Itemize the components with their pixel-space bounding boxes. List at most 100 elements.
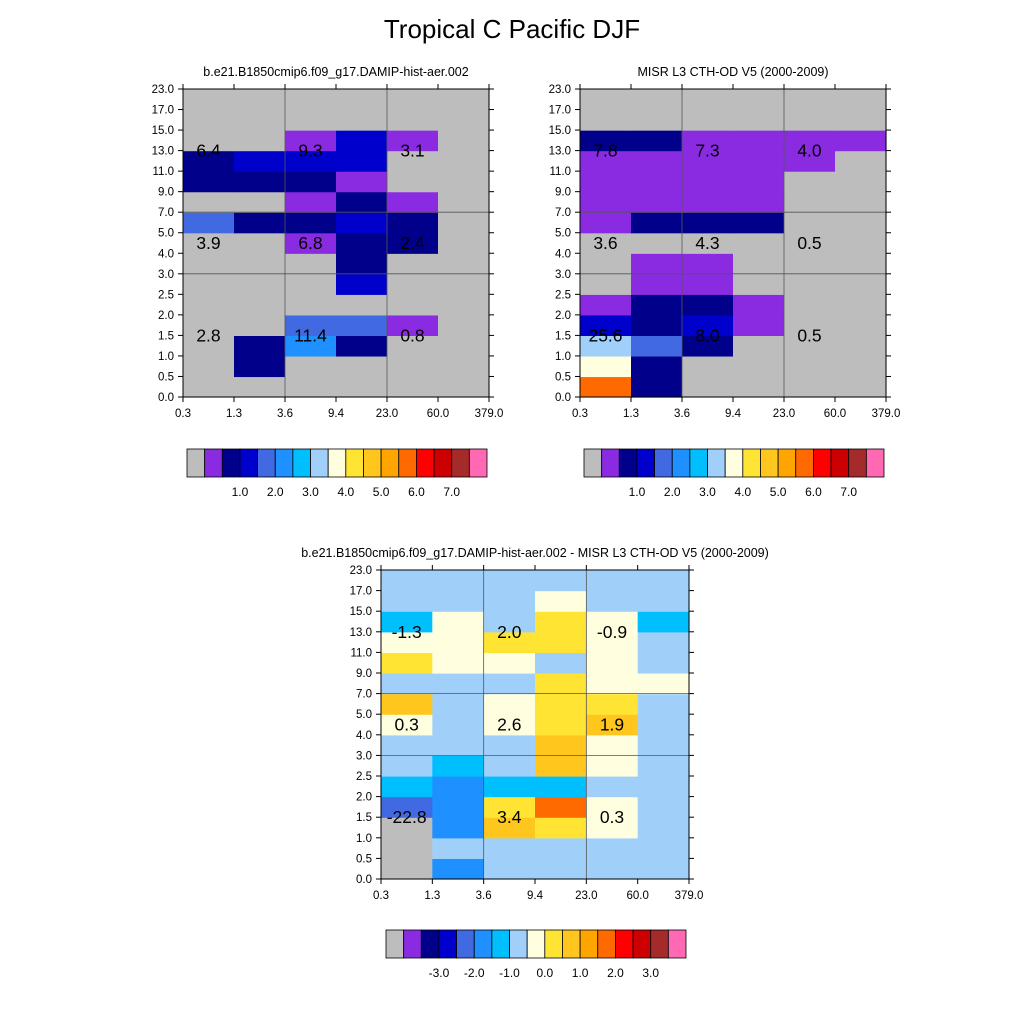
heatmap-cell: [183, 130, 235, 152]
y-tick-label: 9.0: [356, 668, 372, 680]
colorbar-label: 4.0: [734, 485, 751, 499]
y-tick-label: 17.0: [350, 586, 372, 598]
heatmap-cell: [432, 570, 485, 592]
heatmap-cell: [682, 232, 734, 254]
colorbar: 1.0 2.0 3.0 4.0 5.0 6.0 7.0: [583, 448, 885, 499]
heatmap-cell: [336, 253, 388, 275]
heatmap-cell: [381, 776, 433, 798]
cell-value-label: 0.8: [400, 325, 424, 345]
heatmap-cell: [183, 335, 235, 357]
heatmap-cell: [381, 817, 433, 839]
colorbar-label: 3.0: [642, 966, 659, 980]
heatmap-cell: [483, 817, 536, 839]
x-tick-label: 23.0: [575, 890, 597, 902]
heatmap-cell: [682, 212, 734, 234]
heatmap-cell: [438, 130, 490, 152]
colorbar-label: -1.0: [499, 966, 520, 980]
colorbar-label: 4.0: [337, 485, 354, 499]
heatmap-cell: [631, 171, 683, 193]
colorbar-swatch: [597, 929, 616, 959]
y-tick-label: 9.0: [158, 187, 174, 199]
heatmap-cell: [580, 130, 632, 152]
heatmap-cell: [580, 376, 632, 398]
heatmap-cell: [580, 294, 632, 316]
x-tick-label: 0.3: [373, 890, 389, 902]
heatmap-cell: [580, 253, 632, 275]
colorbar-swatch: [456, 929, 475, 959]
heatmap-cell: [183, 212, 235, 234]
heatmap-cell: [682, 130, 734, 152]
heatmap-cell: [432, 837, 485, 859]
heatmap-cell: [336, 130, 388, 152]
colorbar-swatch: [526, 929, 546, 959]
heatmap-cell: [483, 693, 536, 715]
colorbar-label: 5.0: [373, 485, 390, 499]
colorbar-swatch: [562, 929, 581, 959]
heatmap-cell: [535, 590, 587, 612]
heatmap-cell: [682, 191, 734, 213]
panel-title: b.e21.B1850cmip6.f09_g17.DAMIP-hist-aer.…: [203, 65, 468, 79]
colorbar-label: 7.0: [443, 485, 460, 499]
heatmap-cell: [387, 273, 439, 295]
heatmap-cell: [432, 776, 485, 798]
heatmap-cell: [733, 253, 785, 275]
y-tick-label: 11.0: [152, 166, 174, 178]
heatmap-cell: [483, 837, 536, 859]
y-tick-label: 5.0: [158, 228, 174, 240]
cell-labels: -1.3 2.0 -0.9 0.3 2.6 1.9 -22.8 3.4 0.3: [387, 622, 627, 827]
colorbar-label: 6.0: [408, 485, 425, 499]
heatmap-cell: [438, 232, 490, 254]
heatmap-cell: [784, 314, 836, 336]
heatmap-cell: [483, 734, 536, 756]
heatmap-cell: [285, 130, 337, 152]
heatmap-cell: [387, 314, 439, 336]
heatmap-cell: [285, 355, 337, 378]
cell-value-label: 7.3: [695, 141, 719, 161]
colorbar: -3.0 -2.0 -1.0 0.0 1.0 2.0 3.0: [385, 929, 687, 980]
y-tick-label: 5.0: [555, 228, 571, 240]
heatmap-cell: [535, 693, 587, 715]
heatmap-cell: [432, 755, 485, 777]
heatmap-cell: [285, 314, 337, 336]
colorbar-swatch: [491, 929, 510, 959]
heatmap-cell: [637, 570, 690, 592]
y-tick-label: 7.0: [555, 207, 571, 219]
heatmap-cell: [535, 570, 587, 592]
heatmap-cell: [183, 355, 235, 378]
heatmap-cell: [438, 89, 490, 111]
cell-value-label: 6.4: [196, 141, 221, 161]
heatmap-cell: [835, 253, 887, 275]
heatmap-cell: [387, 253, 439, 275]
heatmap-cell: [387, 130, 439, 152]
x-tick-label: 0.3: [572, 408, 588, 420]
heatmap-cell: [586, 693, 639, 715]
y-tick-label: 2.5: [555, 289, 571, 301]
heatmap-cell: [483, 631, 536, 653]
colorbar-swatch: [579, 929, 599, 959]
colorbar-swatch: [865, 448, 885, 478]
colorbar-label: 1.0: [629, 485, 646, 499]
y-tick-label: 11.0: [350, 647, 372, 659]
y-tick-label: 4.0: [158, 248, 174, 260]
heatmap-cell: [835, 314, 887, 336]
y-tick-label: 11.0: [549, 166, 571, 178]
heatmap-cell: [336, 314, 388, 336]
y-axis: 0.0 0.5 1.0 1.5 2.0 2.5 3.0 4.0 5.0 7.0 9.0 11.0 13.…: [350, 565, 694, 886]
heatmap-cell: [438, 150, 490, 172]
y-tick-label: 0.0: [555, 392, 571, 404]
heatmap-cell: [637, 611, 690, 633]
y-tick-label: 0.0: [158, 392, 174, 404]
y-tick-label: 13.0: [350, 627, 372, 639]
colorbar-swatch: [615, 929, 634, 959]
heatmap-cell: [586, 734, 639, 756]
heatmap-cell: [784, 109, 836, 131]
heatmap-cell: [234, 273, 286, 295]
heatmap-cell: [438, 171, 490, 193]
heatmap-cell: [438, 376, 490, 398]
heatmap-cell: [631, 273, 683, 295]
colorbar-label: 3.0: [302, 485, 319, 499]
y-tick-label: 2.5: [356, 771, 372, 783]
heatmap-cell: [682, 355, 734, 378]
colorbar-swatch: [473, 929, 493, 959]
